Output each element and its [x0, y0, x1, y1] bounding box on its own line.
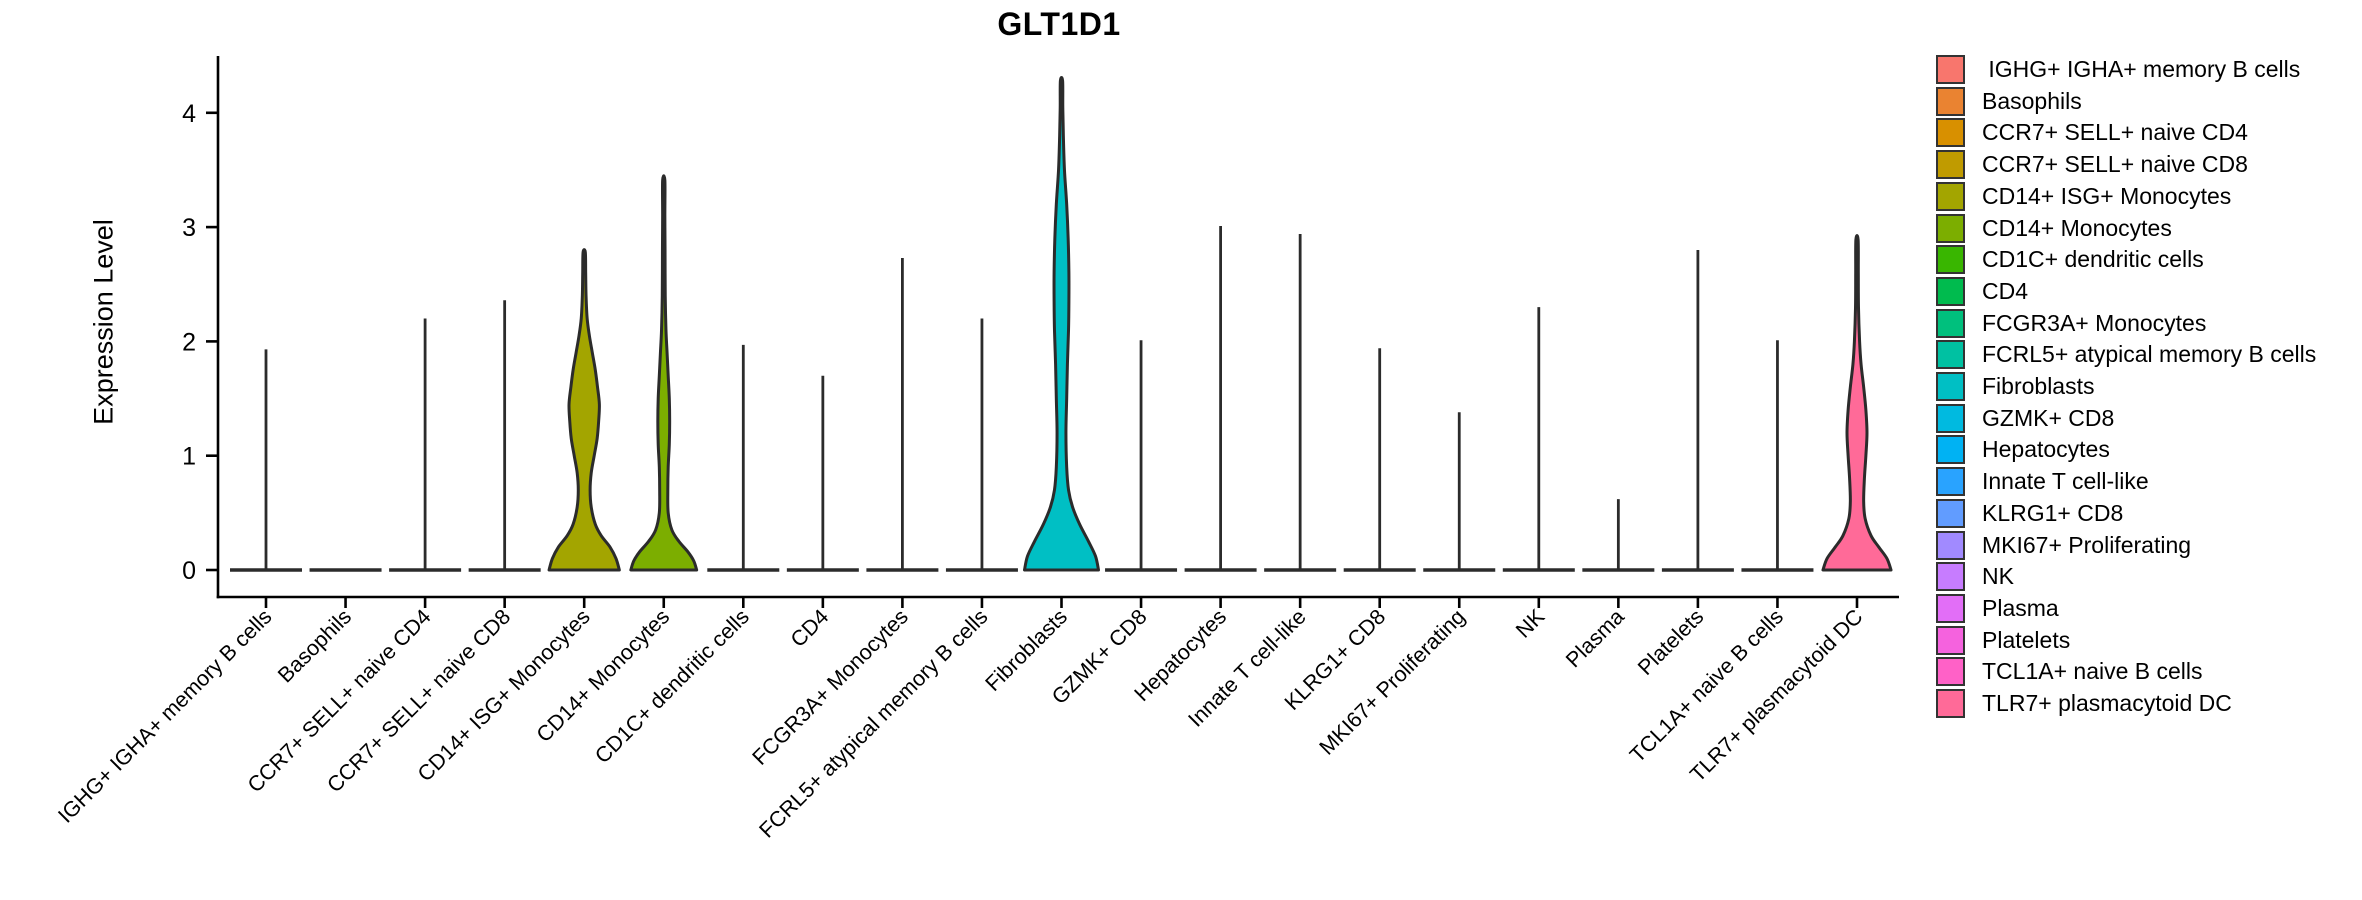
x-tick-label: CD14+ Monocytes: [532, 605, 674, 747]
x-tick-label: CD1C+ dendritic cells: [590, 605, 754, 769]
legend-swatch: [1936, 309, 1965, 338]
legend-label: NK: [1982, 563, 2014, 589]
legend-label: TCL1A+ naive B cells: [1982, 658, 2203, 684]
y-tick-label: 3: [182, 214, 196, 242]
legend-label: MKI67+ Proliferating: [1982, 532, 2192, 558]
x-tick-label: TCL1A+ naive B cells: [1625, 605, 1788, 768]
violin-shape: [1023, 76, 1100, 572]
legend-swatch: [1936, 214, 1965, 243]
y-tick-label: 4: [182, 100, 196, 128]
legend-item: IGHG+ IGHA+ memory B cells: [1936, 55, 2300, 84]
legend-label: CCR7+ SELL+ naive CD4: [1982, 119, 2248, 145]
legend-swatch: [1936, 626, 1965, 655]
legend-label: CD14+ Monocytes: [1982, 215, 2172, 241]
chart-title: GLT1D1: [997, 6, 1121, 42]
legend-swatch: [1936, 277, 1965, 306]
legend-item: Platelets: [1936, 626, 2070, 655]
legend-swatch: [1936, 245, 1965, 274]
legend-label: Fibroblasts: [1982, 373, 2095, 399]
y-tick-label: 0: [182, 557, 196, 585]
legend-label: CD1C+ dendritic cells: [1982, 246, 2204, 272]
legend-item: CD14+ Monocytes: [1936, 214, 2172, 243]
legend-swatch: [1936, 340, 1965, 369]
legend-item: GZMK+ CD8: [1936, 404, 2114, 433]
legend-swatch: [1936, 150, 1965, 179]
legend-swatch: [1936, 531, 1965, 560]
legend-label: CD14+ ISG+ Monocytes: [1982, 183, 2232, 209]
legend-swatch: [1936, 435, 1965, 464]
legend-item: FCGR3A+ Monocytes: [1936, 309, 2206, 338]
legend-item: TCL1A+ naive B cells: [1936, 657, 2203, 686]
legend-swatch: [1936, 657, 1965, 686]
legend-swatch: [1936, 594, 1965, 623]
violin-shape: [629, 174, 699, 572]
legend-swatch: [1936, 182, 1965, 211]
legend-item: Plasma: [1936, 594, 2059, 623]
legend-item: CD4: [1936, 277, 2028, 306]
legend-swatch: [1936, 562, 1965, 591]
x-tick-label: FCGR3A+ Monocytes: [748, 605, 913, 770]
legend-item: Innate T cell-like: [1936, 467, 2149, 496]
legend-item: TLR7+ plasmacytoid DC: [1936, 689, 2232, 718]
legend-swatch: [1936, 467, 1965, 496]
legend-item: CCR7+ SELL+ naive CD4: [1936, 118, 2248, 147]
legend-swatch: [1936, 404, 1965, 433]
x-tick-label: Basophils: [273, 605, 356, 688]
legend-label: GZMK+ CD8: [1982, 405, 2115, 431]
legend-item: Fibroblasts: [1936, 372, 2094, 401]
legend-label: Innate T cell-like: [1982, 468, 2149, 494]
legend-item: CCR7+ SELL+ naive CD8: [1936, 150, 2248, 179]
legend-label: FCGR3A+ Monocytes: [1982, 310, 2207, 336]
x-tick-label: MKI67+ Proliferating: [1315, 605, 1470, 760]
legend-swatch: [1936, 55, 1965, 84]
legend-label: CCR7+ SELL+ naive CD8: [1982, 151, 2248, 177]
legend-label: KLRG1+ CD8: [1982, 500, 2124, 526]
legend-swatch: [1936, 499, 1965, 528]
legend-swatch: [1936, 689, 1965, 718]
y-tick-label: 1: [182, 443, 196, 471]
legend-item: CD14+ ISG+ Monocytes: [1936, 182, 2231, 211]
x-tick-label: NK: [1511, 604, 1550, 643]
legend-label: IGHG+ IGHA+ memory B cells: [1982, 56, 2301, 82]
x-tick-label: Plasma: [1561, 605, 1629, 673]
x-tick-label: Platelets: [1633, 605, 1708, 680]
legend-item: NK: [1936, 562, 2014, 591]
legend-label: Plasma: [1982, 595, 2059, 621]
legend-label: Basophils: [1982, 88, 2082, 114]
y-tick-label: 2: [182, 328, 196, 356]
legend-item: MKI67+ Proliferating: [1936, 531, 2191, 560]
legend-swatch: [1936, 372, 1965, 401]
violin-shape: [1821, 234, 1893, 572]
legend-label: FCRL5+ atypical memory B cells: [1982, 341, 2317, 367]
legend-item: CD1C+ dendritic cells: [1936, 245, 2204, 274]
y-axis-title: Expression Level: [88, 219, 119, 425]
legend-label: CD4: [1982, 278, 2029, 304]
legend-item: Basophils: [1936, 87, 2082, 116]
legend-item: FCRL5+ atypical memory B cells: [1936, 340, 2316, 369]
legend-swatch: [1936, 118, 1965, 147]
legend-label: Platelets: [1982, 627, 2071, 653]
legend-item: Hepatocytes: [1936, 435, 2110, 464]
x-tick-label: IGHG+ IGHA+ memory B cells: [53, 605, 276, 828]
legend-swatch: [1936, 87, 1965, 116]
legend-item: KLRG1+ CD8: [1936, 499, 2123, 528]
x-tick-label: CD4: [786, 605, 833, 652]
violin-shape: [547, 248, 621, 572]
legend-label: Hepatocytes: [1982, 436, 2110, 462]
legend-label: TLR7+ plasmacytoid DC: [1982, 690, 2232, 716]
